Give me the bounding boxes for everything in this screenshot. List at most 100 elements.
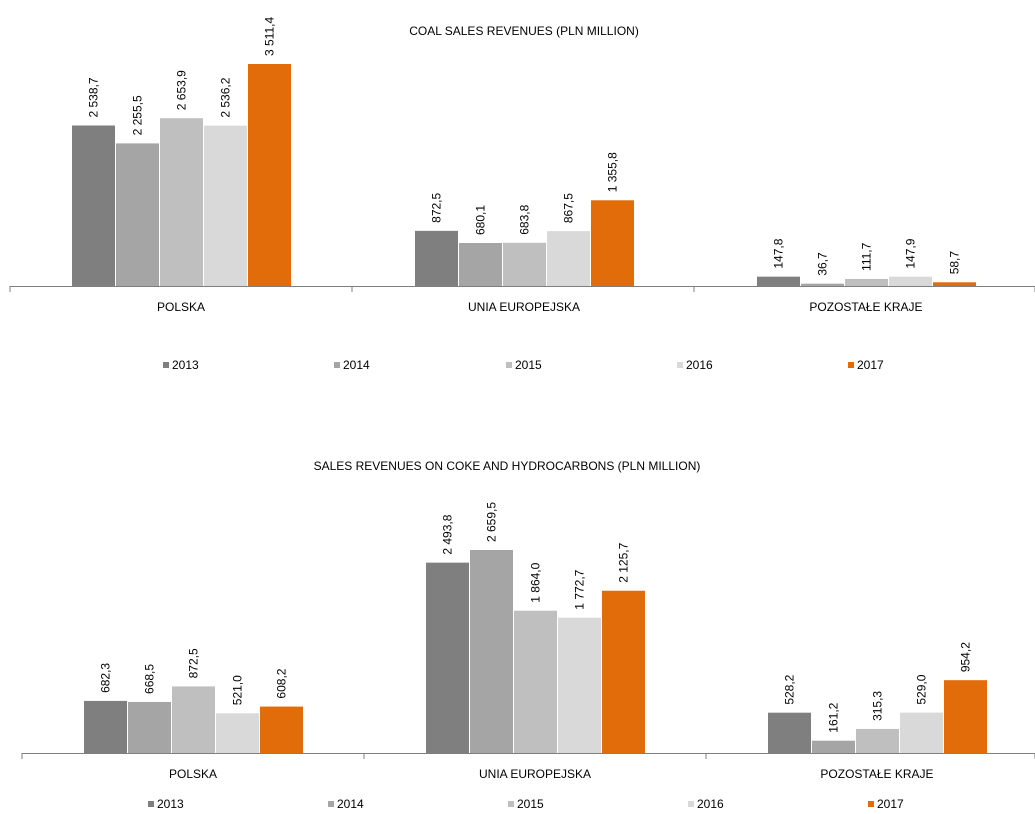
chart1-data-label: 2 536,2 bbox=[219, 77, 233, 117]
legend-swatch bbox=[688, 801, 694, 807]
chart2-bar-2013 bbox=[426, 562, 469, 753]
chart1-data-label: 867,5 bbox=[562, 193, 576, 223]
chart2-data-label: 954,2 bbox=[959, 642, 973, 672]
chart2-title: SALES REVENUES ON COKE AND HYDROCARBONS … bbox=[314, 459, 701, 473]
chart2-data-label: 872,5 bbox=[187, 648, 201, 678]
chart1-data-label: 1 355,8 bbox=[606, 152, 620, 192]
chart2-axis bbox=[21, 753, 1035, 759]
chart1-title: COAL SALES REVENUES (PLN MILLION) bbox=[409, 24, 639, 38]
chart2-bar-2017 bbox=[602, 590, 645, 753]
legend-swatch bbox=[328, 801, 334, 807]
chart2-data-label: 528,2 bbox=[783, 674, 797, 704]
chart2-bar-2016 bbox=[558, 617, 601, 753]
chart2-bar-2015 bbox=[856, 728, 899, 753]
chart1-bar-2013 bbox=[415, 230, 458, 286]
chart2-data-label: 521,0 bbox=[231, 675, 245, 705]
chart2-bar-2016 bbox=[900, 712, 943, 753]
chart1-data-label: 683,8 bbox=[518, 204, 532, 234]
legend-label: 2015 bbox=[515, 358, 542, 372]
chart1-category-label: POZOSTAŁE KRAJE bbox=[809, 300, 922, 314]
coal-sales-chart: COAL SALES REVENUES (PLN MILLION) 2 538,… bbox=[9, 17, 1035, 372]
chart1-bar-2014 bbox=[116, 143, 159, 286]
chart1-data-label: 147,8 bbox=[772, 238, 786, 268]
legend-item-2016: 2016 bbox=[677, 358, 713, 372]
legend-swatch bbox=[334, 362, 340, 368]
chart2-category-label: UNIA EUROPEJSKA bbox=[479, 767, 591, 781]
chart2-data-label: 608,2 bbox=[275, 668, 289, 698]
chart1-data-label: 58,7 bbox=[948, 251, 962, 275]
chart2-bar-2017 bbox=[944, 680, 987, 753]
chart1-data-label: 872,5 bbox=[430, 192, 444, 222]
legend-label: 2017 bbox=[877, 797, 904, 811]
chart1-bar-2015 bbox=[160, 118, 203, 287]
legend-swatch bbox=[848, 362, 854, 368]
chart2-category-label: POLSKA bbox=[169, 767, 217, 781]
chart1-bar-2017 bbox=[248, 64, 291, 286]
chart1-axis bbox=[9, 286, 1035, 292]
legend-item-2013: 2013 bbox=[163, 358, 199, 372]
legend-item-2016: 2016 bbox=[688, 797, 724, 811]
coke-hydrocarbons-sales-chart: SALES REVENUES ON COKE AND HYDROCARBONS … bbox=[21, 459, 1035, 811]
chart1-data-label: 147,9 bbox=[904, 238, 918, 268]
legend-item-2013: 2013 bbox=[148, 797, 184, 811]
chart1-data-label: 680,1 bbox=[474, 205, 488, 235]
chart1-bar-2013 bbox=[757, 276, 800, 286]
chart1-bar-2016 bbox=[889, 276, 932, 286]
chart1-bar-2017 bbox=[933, 282, 976, 286]
legend-item-2015: 2015 bbox=[508, 797, 544, 811]
chart1-bar-2015 bbox=[845, 278, 888, 286]
chart2-data-label: 1 772,7 bbox=[573, 569, 587, 609]
chart1-legend: 2013 2014 2015 2016 2017 bbox=[163, 358, 884, 372]
chart2-data-label: 161,2 bbox=[827, 702, 841, 732]
chart1-bar-2016 bbox=[204, 125, 247, 286]
legend-label: 2016 bbox=[697, 797, 724, 811]
legend-label: 2016 bbox=[686, 358, 713, 372]
chart2-bar-2015 bbox=[514, 610, 557, 753]
chart2-bars: 682,3 668,5 872,5 521,0 608,2 2 493,8 2 659,5 1… bbox=[84, 502, 987, 753]
chart2-bar-2016 bbox=[216, 713, 259, 753]
chart2-bar-2014 bbox=[812, 740, 855, 753]
legend-label: 2014 bbox=[343, 358, 370, 372]
chart1-bar-2014 bbox=[459, 243, 502, 286]
legend-label: 2014 bbox=[337, 797, 364, 811]
chart2-data-label: 529,0 bbox=[915, 674, 929, 704]
chart1-data-label: 36,7 bbox=[816, 252, 830, 276]
legend-label: 2017 bbox=[857, 358, 884, 372]
legend-item-2017: 2017 bbox=[868, 797, 904, 811]
chart2-data-label: 315,3 bbox=[871, 691, 885, 721]
chart1-bar-2013 bbox=[72, 125, 115, 286]
chart2-bar-2013 bbox=[768, 712, 811, 753]
chart1-data-label: 3 511,4 bbox=[263, 17, 277, 56]
legend-item-2014: 2014 bbox=[334, 358, 370, 372]
chart2-category-label: POZOSTAŁE KRAJE bbox=[820, 767, 933, 781]
chart1-bar-2016 bbox=[547, 231, 590, 286]
chart2-bar-2013 bbox=[84, 700, 127, 753]
chart1-bars: 2 538,7 2 255,5 2 653,9 2 536,2 3 511,4 872,5… bbox=[72, 17, 976, 287]
legend-label: 2015 bbox=[517, 797, 544, 811]
legend-item-2014: 2014 bbox=[328, 797, 364, 811]
chart1-data-label: 2 538,7 bbox=[87, 77, 101, 117]
chart2-bar-2014 bbox=[128, 701, 171, 753]
chart2-data-label: 682,3 bbox=[99, 663, 113, 693]
chart1-bar-2017 bbox=[591, 200, 634, 286]
legend-item-2015: 2015 bbox=[506, 358, 542, 372]
legend-label: 2013 bbox=[172, 358, 199, 372]
chart2-data-label: 668,5 bbox=[143, 664, 157, 694]
chart1-bar-2014 bbox=[801, 283, 844, 286]
chart2-data-label: 2 125,7 bbox=[617, 542, 631, 582]
chart1-data-label: 111,7 bbox=[860, 242, 874, 271]
chart1-data-label: 2 653,9 bbox=[175, 70, 189, 110]
legend-item-2017: 2017 bbox=[848, 358, 884, 372]
chart2-data-label: 2 659,5 bbox=[485, 502, 499, 542]
chart2-data-label: 2 493,8 bbox=[441, 514, 455, 554]
legend-swatch bbox=[508, 801, 514, 807]
chart1-bar-2015 bbox=[503, 242, 546, 286]
chart2-bar-2015 bbox=[172, 686, 215, 753]
legend-swatch bbox=[506, 362, 512, 368]
chart1-category-label: POLSKA bbox=[157, 300, 205, 314]
legend-label: 2013 bbox=[157, 797, 184, 811]
chart1-data-label: 2 255,5 bbox=[131, 95, 145, 135]
chart1-category-label: UNIA EUROPEJSKA bbox=[468, 300, 580, 314]
chart2-bar-2017 bbox=[260, 706, 303, 753]
